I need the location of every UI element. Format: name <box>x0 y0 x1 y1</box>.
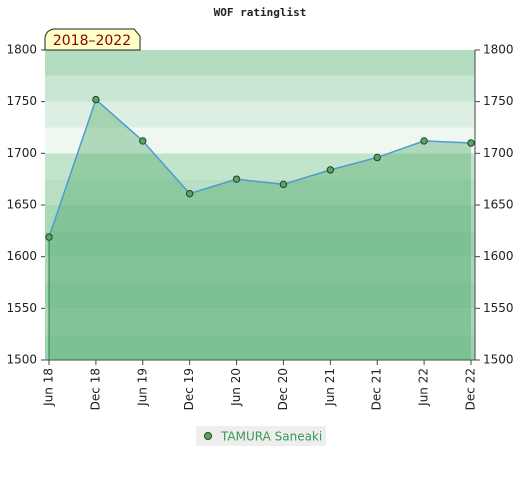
y2-tick-label: 1600 <box>483 249 514 263</box>
legend-marker <box>204 432 212 440</box>
band <box>45 101 475 128</box>
area <box>49 99 471 360</box>
y-tick-label: 1750 <box>6 94 37 108</box>
x-tick-label: Jun 18 <box>42 368 56 407</box>
marker <box>92 95 100 104</box>
y2-tick-label: 1500 <box>483 353 514 367</box>
marker <box>420 137 428 145</box>
y2-tick-label: 1550 <box>483 301 514 315</box>
x-tick-label: Dec 22 <box>464 368 478 410</box>
y-tick-label: 1500 <box>6 353 37 367</box>
x-tick-label: Dec 19 <box>182 368 196 410</box>
y-tick-label: 1800 <box>6 43 37 57</box>
y2-tick-label: 1750 <box>483 94 514 108</box>
y2-tick-label: 1650 <box>483 198 514 212</box>
band <box>45 256 475 283</box>
x-tick-label: Dec 21 <box>370 368 384 410</box>
x-tick-label: Dec 18 <box>88 368 102 410</box>
x-tick-label: Jun 19 <box>135 368 149 407</box>
marker <box>467 139 475 147</box>
y2-tick-label: 1700 <box>483 146 514 160</box>
marker <box>279 180 288 189</box>
legend-label: TAMURA Saneaki <box>220 430 322 444</box>
marker <box>232 175 241 183</box>
chart-title: WOF ratinglist <box>214 6 307 19</box>
legend-box <box>196 426 326 446</box>
marker <box>139 137 147 145</box>
band <box>45 282 475 309</box>
band <box>45 205 475 231</box>
y-tick-label: 1600 <box>6 249 37 263</box>
band <box>45 308 475 335</box>
plot-background <box>45 50 475 360</box>
band <box>45 334 475 360</box>
marker <box>373 153 381 162</box>
plot: 1500 1550 1600 1650 1700 1750 1800 1500 1550 1600… <box>6 43 513 411</box>
x-tick-label: Dec 20 <box>276 368 290 410</box>
y2-tick-label: 1800 <box>483 43 514 57</box>
marker <box>45 233 53 241</box>
line <box>48 98 472 238</box>
band <box>45 50 475 76</box>
band <box>45 230 475 257</box>
x-tick-label: Jun 22 <box>417 368 431 407</box>
y-tick-label: 1650 <box>6 198 37 212</box>
band <box>45 153 475 180</box>
band <box>45 75 475 102</box>
y-tick-label: 1550 <box>6 301 37 315</box>
band <box>45 179 475 205</box>
y-tick-label: 1700 <box>6 146 37 160</box>
badge: 2018–2022 <box>53 33 131 49</box>
x-tick-label: Jun 20 <box>229 368 243 407</box>
marker <box>185 189 194 198</box>
badge-box <box>44 28 141 51</box>
marker <box>326 166 335 174</box>
x-tick-label: Jun 21 <box>323 368 337 407</box>
